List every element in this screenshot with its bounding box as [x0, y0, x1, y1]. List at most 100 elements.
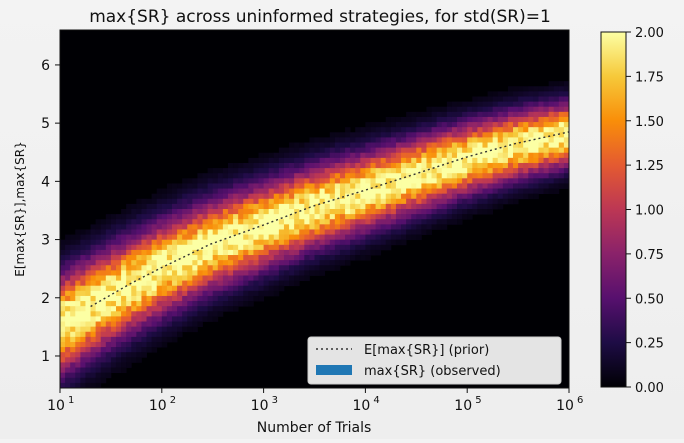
heatmap-cell — [451, 111, 458, 118]
heatmap-cell — [238, 239, 244, 246]
heatmap-cell — [502, 122, 509, 128]
heatmap-cell — [304, 147, 310, 154]
heatmap-cell — [95, 326, 102, 333]
heatmap-cell — [75, 341, 81, 348]
heatmap-cell — [192, 290, 198, 297]
heatmap-cell — [263, 249, 270, 256]
heatmap-cell — [345, 198, 351, 205]
heatmap-cell — [513, 162, 519, 169]
heatmap-cell — [477, 106, 483, 113]
heatmap-cell — [85, 382, 91, 388]
heatmap-cell — [121, 260, 127, 266]
heatmap-cell — [233, 239, 239, 246]
heatmap-cell — [126, 219, 132, 225]
heatmap-cell — [233, 224, 239, 230]
heatmap-cell — [268, 198, 275, 205]
heatmap-cell — [126, 209, 132, 215]
heatmap-cell — [380, 122, 387, 128]
heatmap-cell — [319, 255, 326, 261]
heatmap-cell — [227, 244, 234, 251]
heatmap-cell — [187, 321, 193, 328]
heatmap-cell — [80, 234, 86, 241]
heatmap-cell — [110, 255, 117, 261]
heatmap-cell — [299, 255, 305, 261]
heatmap-cell — [411, 142, 417, 149]
heatmap-cell — [355, 162, 361, 169]
heatmap-cell — [416, 168, 422, 174]
heatmap-cell — [426, 162, 432, 169]
heatmap-cell — [426, 122, 432, 128]
heatmap-cell — [294, 162, 300, 169]
heatmap-cell — [90, 377, 97, 384]
heatmap-cell — [75, 229, 81, 235]
heatmap-cell — [497, 188, 504, 195]
heatmap-cell — [197, 244, 203, 251]
heatmap-cell — [513, 101, 519, 108]
heatmap-cell — [212, 209, 219, 215]
heatmap-cell — [309, 162, 315, 169]
heatmap-cell — [212, 173, 219, 179]
heatmap-cell — [543, 178, 550, 184]
heatmap-cell — [126, 352, 132, 358]
heatmap-cell — [141, 244, 147, 251]
heatmap-cell — [390, 132, 397, 138]
heatmap-cell — [523, 106, 529, 113]
heatmap-cell — [136, 244, 142, 251]
heatmap-cell — [558, 81, 565, 87]
heatmap-cell — [401, 229, 407, 235]
heatmap-cell — [329, 260, 336, 266]
heatmap-cell — [416, 219, 422, 225]
heatmap-cell — [177, 275, 183, 281]
heatmap-cell — [345, 173, 351, 179]
heatmap-cell — [126, 316, 132, 322]
heatmap-cell — [227, 193, 234, 200]
heatmap-cell — [233, 173, 239, 179]
heatmap-cell — [523, 91, 529, 97]
heatmap-cell — [100, 270, 107, 276]
heatmap-cell — [457, 203, 463, 210]
heatmap-cell — [329, 198, 336, 205]
heatmap-cell — [289, 188, 295, 195]
heatmap-cell — [462, 137, 468, 143]
heatmap-cell — [385, 152, 392, 159]
heatmap-cell — [528, 168, 534, 174]
heatmap-cell — [126, 260, 132, 266]
heatmap-cell — [80, 255, 86, 261]
heatmap-cell — [513, 111, 519, 118]
heatmap-cell — [105, 367, 112, 374]
heatmap-cell — [110, 301, 117, 307]
heatmap-cell — [314, 198, 320, 205]
heatmap-cell — [446, 137, 453, 143]
heatmap-cell — [492, 116, 499, 123]
heatmap-cell — [548, 173, 555, 179]
heatmap-cell — [502, 188, 509, 195]
heatmap-cell — [141, 219, 147, 225]
heatmap-cell — [507, 178, 514, 184]
heatmap-cell — [268, 249, 275, 256]
heatmap-cell — [319, 173, 326, 179]
heatmap-cell — [85, 234, 91, 241]
heatmap-cell — [212, 316, 219, 322]
heatmap-cell — [85, 362, 91, 368]
heatmap-cell — [243, 270, 249, 276]
heatmap-cell — [538, 152, 544, 159]
heatmap-cell — [182, 326, 188, 333]
heatmap-cell — [60, 244, 66, 251]
heatmap-cell — [441, 219, 448, 225]
heatmap-cell — [451, 137, 458, 143]
heatmap-cell — [390, 137, 397, 143]
heatmap-cell — [75, 311, 81, 317]
heatmap-cell — [329, 193, 336, 200]
heatmap-cell — [451, 122, 458, 128]
heatmap-cell — [126, 357, 132, 363]
heatmap-cell — [350, 229, 356, 235]
heatmap-cell — [171, 285, 178, 292]
heatmap-cell — [243, 219, 249, 225]
heatmap-cell — [151, 280, 158, 287]
heatmap-cell — [492, 188, 499, 195]
heatmap-cell — [105, 295, 112, 302]
heatmap-cell — [238, 214, 244, 220]
heatmap-cell — [395, 229, 402, 235]
heatmap-cell — [60, 239, 66, 246]
heatmap-cell — [60, 367, 66, 374]
